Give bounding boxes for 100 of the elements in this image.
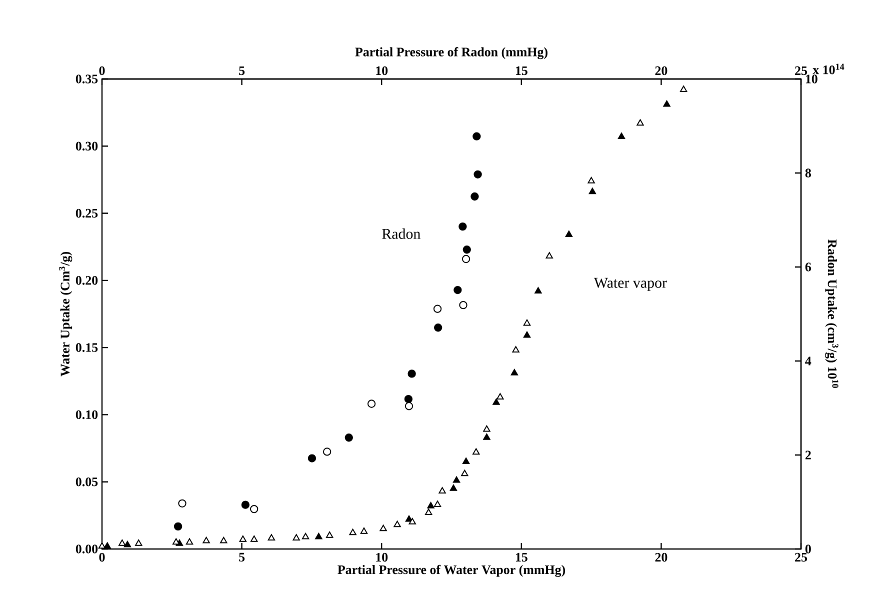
point bbox=[98, 542, 106, 549]
point bbox=[474, 170, 482, 178]
x-tick-label: 20 bbox=[655, 552, 668, 562]
point bbox=[546, 252, 553, 259]
point bbox=[135, 540, 142, 546]
x2-tick-label: 10 bbox=[376, 66, 388, 76]
annotation: Water vapor bbox=[594, 278, 667, 291]
point bbox=[302, 532, 310, 540]
y2-tick-label: 2 bbox=[805, 450, 811, 460]
y-tick-label: 0.10 bbox=[76, 410, 98, 420]
point bbox=[315, 532, 322, 540]
point bbox=[408, 370, 416, 378]
point bbox=[636, 119, 644, 126]
y-tick-label: 0.25 bbox=[76, 208, 98, 218]
point bbox=[268, 534, 276, 541]
point bbox=[492, 398, 500, 405]
point bbox=[308, 454, 316, 462]
y2-tick-label: 6 bbox=[805, 262, 812, 272]
y2-tick-label: 8 bbox=[805, 168, 811, 178]
x-tick-label: 10 bbox=[376, 552, 388, 562]
point bbox=[220, 536, 228, 544]
point bbox=[434, 324, 442, 332]
x-tick-label: 15 bbox=[516, 552, 528, 562]
point bbox=[124, 540, 132, 548]
x2-tick-label: 25 bbox=[795, 66, 808, 76]
point bbox=[472, 448, 480, 455]
point bbox=[104, 542, 111, 549]
point bbox=[424, 508, 432, 516]
x-tick-label: 25 bbox=[795, 552, 808, 562]
x-axis-title: Partial Pressure of Water Vapor (mmHg) bbox=[338, 564, 566, 577]
point bbox=[434, 500, 442, 507]
point bbox=[367, 400, 376, 408]
y-axis-title: Water Uptake (Cm$^{3}$/g) bbox=[58, 252, 72, 376]
point bbox=[450, 484, 458, 491]
point bbox=[250, 504, 258, 514]
point bbox=[239, 536, 247, 542]
point bbox=[458, 222, 467, 231]
point bbox=[438, 487, 446, 494]
point bbox=[250, 536, 258, 542]
point bbox=[178, 499, 186, 508]
point bbox=[452, 476, 460, 483]
point bbox=[523, 331, 531, 338]
point bbox=[241, 500, 250, 509]
point bbox=[202, 536, 210, 544]
x-tick-label: 0 bbox=[99, 552, 105, 562]
y2-axis-title: Radon Uptake (cm$^{3}$/g) 10$^{10}$ bbox=[825, 239, 838, 388]
point bbox=[427, 502, 434, 508]
point bbox=[680, 86, 688, 92]
point bbox=[344, 434, 353, 442]
point bbox=[360, 527, 368, 534]
point bbox=[174, 522, 182, 531]
point bbox=[349, 528, 356, 536]
point bbox=[618, 132, 626, 140]
y-tick-label: 0.05 bbox=[76, 477, 98, 486]
y2-tick-label: 10 bbox=[806, 74, 818, 84]
point bbox=[118, 540, 126, 546]
point bbox=[588, 176, 595, 184]
point bbox=[404, 402, 414, 410]
point bbox=[588, 188, 596, 194]
point bbox=[483, 425, 490, 432]
point bbox=[663, 100, 670, 107]
point bbox=[454, 286, 462, 294]
point bbox=[433, 304, 442, 313]
x2-tick-label: 15 bbox=[516, 66, 528, 76]
point bbox=[380, 524, 387, 532]
point bbox=[472, 132, 481, 140]
y2-tick-label: 4 bbox=[805, 356, 812, 366]
y-tick-label: 0.30 bbox=[76, 142, 98, 151]
point bbox=[322, 448, 332, 456]
point bbox=[408, 518, 416, 524]
y-tick-label: 0.35 bbox=[76, 74, 98, 84]
x-tick-label: 5 bbox=[239, 552, 245, 562]
point bbox=[394, 520, 401, 528]
point bbox=[186, 538, 194, 545]
y-tick-label: 0.00 bbox=[76, 544, 98, 554]
point bbox=[404, 394, 413, 404]
point bbox=[459, 300, 468, 310]
x2-tick-label: 0 bbox=[99, 66, 105, 76]
x2-tick-label: 20 bbox=[655, 66, 668, 76]
point bbox=[326, 531, 334, 538]
point bbox=[292, 534, 300, 541]
point bbox=[523, 319, 531, 326]
point bbox=[462, 246, 471, 254]
point bbox=[496, 393, 504, 400]
point bbox=[470, 192, 479, 201]
annotation: Radon bbox=[382, 228, 420, 239]
y-tick-label: 0.15 bbox=[76, 343, 98, 352]
y-tick-label: 0.20 bbox=[76, 276, 98, 285]
point bbox=[483, 433, 490, 440]
point bbox=[461, 470, 468, 476]
y2-tick-label: 0 bbox=[805, 544, 811, 554]
x2-axis-title: Partial Pressure of Radon (mmHg) bbox=[355, 47, 548, 60]
point bbox=[565, 230, 573, 238]
text: x 10$^{14}$ bbox=[812, 64, 844, 74]
point bbox=[512, 346, 520, 353]
point bbox=[510, 368, 518, 376]
point bbox=[534, 287, 542, 294]
point bbox=[462, 254, 470, 264]
x2-tick-label: 5 bbox=[239, 66, 245, 76]
point bbox=[462, 458, 470, 464]
